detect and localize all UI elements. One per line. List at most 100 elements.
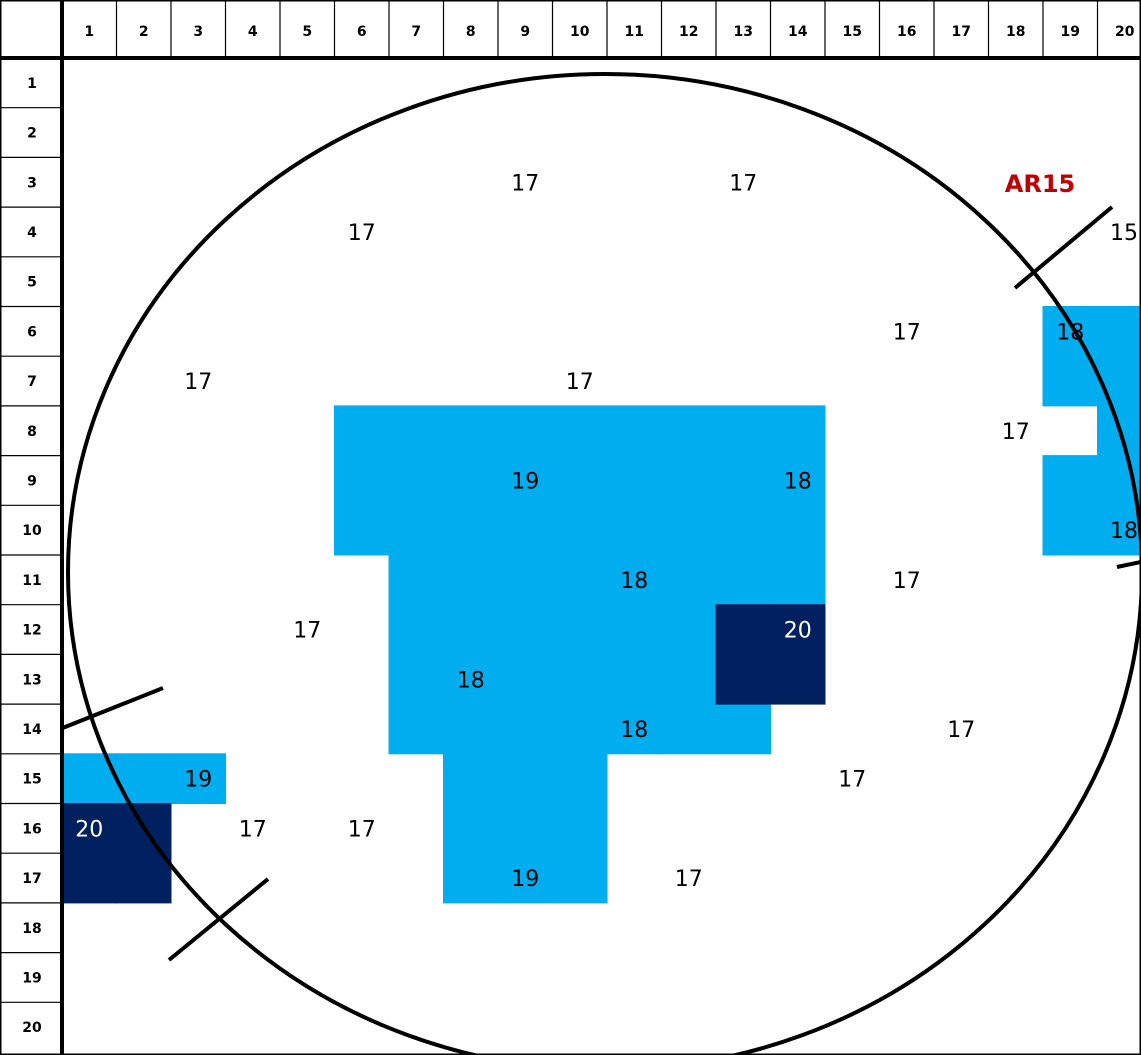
highlighted-cell-light-blue bbox=[661, 455, 717, 506]
highlighted-cell-light-blue bbox=[443, 803, 499, 854]
highlighted-cell-light-blue bbox=[443, 604, 499, 655]
row-header-label: 15 bbox=[22, 772, 41, 788]
cell-value: 17 bbox=[348, 221, 376, 246]
highlighted-cell-light-blue bbox=[606, 554, 662, 606]
column-header-label: 2 bbox=[139, 24, 149, 40]
highlighted-cell-dark-navy bbox=[715, 653, 771, 705]
row-header-label: 6 bbox=[27, 324, 37, 340]
highlighted-cell-light-blue bbox=[388, 653, 444, 705]
highlighted-cell-light-blue bbox=[715, 504, 771, 556]
highlighted-cell-light-blue bbox=[443, 703, 499, 755]
boundary-tick-right bbox=[1116, 560, 1141, 569]
row-header-label: 9 bbox=[27, 473, 37, 489]
boundary-tick-lower-left bbox=[167, 877, 270, 962]
highlighted-cell-light-blue bbox=[1042, 455, 1098, 506]
highlighted-cell-light-blue bbox=[388, 405, 444, 457]
cell-value: 20 bbox=[784, 619, 812, 644]
highlighted-cell-light-blue bbox=[715, 703, 771, 755]
highlighted-cell-dark-navy bbox=[116, 852, 172, 904]
cell-value: 17 bbox=[184, 370, 212, 395]
cell-value: 17 bbox=[838, 768, 866, 793]
highlighted-cell-light-blue bbox=[443, 554, 499, 606]
column-header-label: 20 bbox=[1115, 24, 1135, 40]
highlighted-cell-light-blue bbox=[170, 753, 226, 804]
highlighted-cell-light-blue bbox=[388, 504, 444, 556]
row-header-label: 13 bbox=[22, 672, 41, 688]
highlighted-cell-light-blue bbox=[715, 455, 771, 506]
column-header-label: 17 bbox=[952, 24, 971, 40]
boundary-circle bbox=[66, 72, 1141, 1055]
highlighted-cell-light-blue bbox=[770, 455, 826, 506]
boundary-marks bbox=[19, 72, 1141, 1055]
cell-value: 18 bbox=[784, 469, 812, 494]
row-header-label: 1 bbox=[27, 76, 37, 92]
highlighted-cell-light-blue bbox=[1042, 355, 1098, 407]
highlighted-cell-light-blue bbox=[443, 653, 499, 705]
column-header-label: 5 bbox=[302, 24, 312, 40]
highlighted-cell-light-blue bbox=[770, 554, 826, 606]
highlighted-cell-light-blue bbox=[661, 653, 717, 705]
row-header-label: 5 bbox=[27, 275, 37, 291]
row-header-label: 20 bbox=[22, 1020, 42, 1036]
highlighted-cell-light-blue bbox=[606, 455, 662, 506]
highlighted-cell-light-blue bbox=[552, 405, 608, 457]
cell-value: 17 bbox=[566, 370, 594, 395]
column-header-label: 18 bbox=[1006, 24, 1025, 40]
cell-value: 19 bbox=[184, 768, 212, 793]
highlighted-cell-light-blue bbox=[661, 554, 717, 606]
cell-value: 17 bbox=[947, 718, 975, 743]
row-header-band bbox=[0, 0, 62, 1055]
highlighted-cell-light-blue bbox=[334, 455, 390, 506]
highlighted-cell-light-blue bbox=[1042, 306, 1098, 357]
cell-value: 17 bbox=[348, 817, 376, 842]
highlighted-cell-light-blue bbox=[388, 554, 444, 606]
highlighted-cell-light-blue bbox=[606, 653, 662, 705]
highlighted-cell-light-blue bbox=[443, 753, 499, 804]
cell-value: 17 bbox=[893, 569, 921, 594]
highlighted-cell-light-blue bbox=[443, 504, 499, 556]
cell-value: 17 bbox=[239, 817, 267, 842]
highlighted-cell-light-blue bbox=[497, 753, 553, 804]
highlighted-cell-light-blue bbox=[497, 554, 553, 606]
column-header-label: 13 bbox=[734, 24, 753, 40]
highlighted-cell-light-blue bbox=[552, 653, 608, 705]
column-header-label: 6 bbox=[357, 24, 367, 40]
highlighted-cell-light-blue bbox=[606, 604, 662, 655]
cell-value: 20 bbox=[75, 817, 103, 842]
cell-value: 18 bbox=[457, 668, 485, 693]
highlighted-cell-light-blue bbox=[388, 604, 444, 655]
column-header-label: 19 bbox=[1061, 24, 1080, 40]
cell-value: 17 bbox=[293, 619, 321, 644]
highlighted-cell-light-blue bbox=[497, 653, 553, 705]
cell-value: 18 bbox=[620, 569, 648, 594]
cell-value: 17 bbox=[675, 867, 703, 892]
row-header-label: 2 bbox=[27, 126, 37, 142]
column-header-label: 4 bbox=[248, 24, 258, 40]
column-header-label: 9 bbox=[520, 24, 530, 40]
highlighted-cell-light-blue bbox=[497, 803, 553, 854]
highlighted-cell-light-blue bbox=[715, 554, 771, 606]
highlighted-cell-light-blue bbox=[661, 604, 717, 655]
cell-value: 17 bbox=[729, 171, 757, 196]
column-header-band bbox=[0, 0, 1141, 58]
highlighted-cell-light-blue bbox=[661, 703, 717, 755]
highlighted-cell-light-blue bbox=[443, 405, 499, 457]
highlighted-cell-light-blue bbox=[770, 405, 826, 457]
highlighted-cell-light-blue bbox=[443, 852, 499, 904]
cell-value: 19 bbox=[511, 469, 539, 494]
highlighted-cell-light-blue bbox=[606, 405, 662, 457]
highlighted-cell-light-blue bbox=[552, 504, 608, 556]
highlighted-cell-dark-navy bbox=[770, 653, 826, 705]
highlighted-cell-light-blue bbox=[715, 405, 771, 457]
highlighted-cell-light-blue bbox=[497, 604, 553, 655]
row-header-label: 11 bbox=[22, 573, 41, 589]
highlighted-cell-light-blue bbox=[497, 405, 553, 457]
row-header-label: 8 bbox=[27, 424, 37, 440]
column-header-label: 8 bbox=[466, 24, 476, 40]
highlighted-cell-light-blue bbox=[552, 703, 608, 755]
boundary-tick-upper-right bbox=[1013, 205, 1114, 290]
highlighted-cell-light-blue bbox=[497, 852, 553, 904]
highlighted-cell-light-blue bbox=[552, 753, 608, 804]
cell-value: 17 bbox=[1002, 420, 1030, 445]
